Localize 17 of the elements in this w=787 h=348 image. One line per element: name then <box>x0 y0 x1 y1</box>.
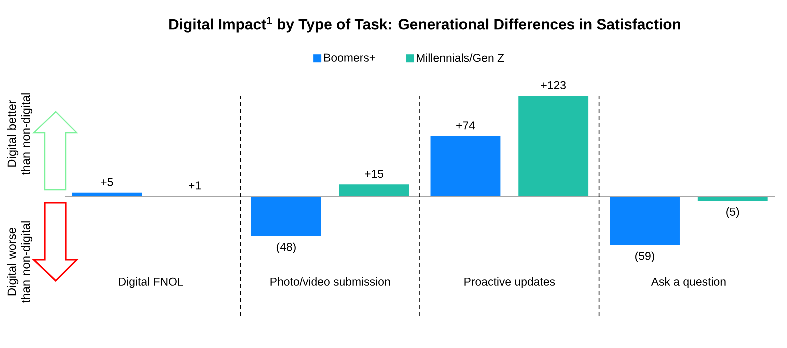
data-label: (59) <box>636 252 655 263</box>
x-tick-label: Ask a question <box>651 278 726 288</box>
legend-label: Boomers+ <box>324 54 376 62</box>
data-label: +1 <box>189 182 201 190</box>
data-label: (48) <box>276 242 296 254</box>
x-tick-label: Digital FNOL <box>119 278 184 288</box>
chart-title: Digital Impact$^{1}$ by Type of Task: Generational Differences in Satisfaction <box>170 17 680 33</box>
text: Digital better than non-digital <box>7 94 33 176</box>
x-tick-label: Photo/video submission <box>270 278 390 286</box>
data-label: (5) <box>726 208 740 218</box>
data-label: +15 <box>365 170 384 178</box>
data-label: +123 <box>541 81 566 90</box>
data-label: +74 <box>456 122 476 130</box>
data-label: +5 <box>101 178 114 186</box>
x-tick-label: Proactive updates <box>464 278 556 288</box>
text: Digital worse than non-digital <box>7 222 33 304</box>
legend-label: Millennials/Gen Z <box>417 54 504 62</box>
